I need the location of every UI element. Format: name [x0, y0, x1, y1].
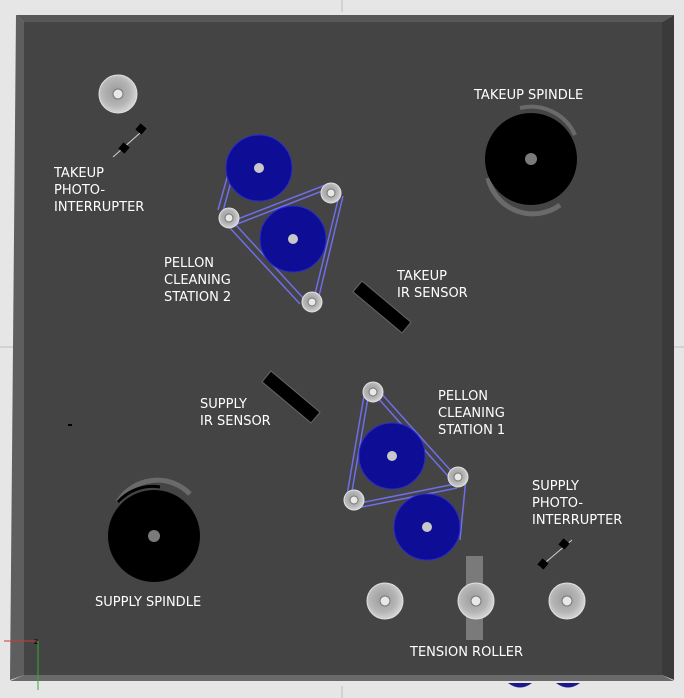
pellon-station-1 — [343, 381, 469, 561]
pellon1-upper-roller[interactable] — [358, 422, 426, 490]
label-takeup-ir-line2: IR SENSOR — [397, 286, 468, 301]
tension-roller[interactable] — [457, 556, 495, 640]
pellon2-lower-roller[interactable] — [259, 205, 327, 273]
pellon2-idler-right[interactable] — [320, 182, 342, 204]
label-supply-ir-line1: SUPPLY — [200, 397, 247, 412]
takeup-photo-idler[interactable] — [98, 74, 138, 114]
label-supply-photo-line3: INTERRUPTER — [532, 513, 622, 528]
axis-indicator: z — [4, 637, 39, 690]
label-supply-photo-line2: PHOTO- — [532, 496, 583, 511]
label-takeup-photo-line2: PHOTO- — [54, 183, 105, 198]
label-pellon1-line2: CLEANING — [438, 406, 505, 421]
label-supply-ir-line2: IR SENSOR — [200, 414, 271, 429]
pellon2-idler-bottom[interactable] — [301, 291, 323, 313]
pellon2-belt — [217, 159, 344, 305]
small-marker — [68, 424, 72, 426]
pellon2-upper-roller[interactable] — [225, 134, 293, 202]
base-plate — [10, 15, 674, 681]
label-supply-photo-line1: SUPPLY — [532, 479, 579, 494]
label-tension-roller: TENSION ROLLER — [409, 645, 523, 660]
below-plate-parts — [508, 683, 580, 688]
label-pellon1-line1: PELLON — [438, 389, 488, 404]
takeup-photo-interrupter — [112, 123, 147, 158]
pellon1-lower-roller[interactable] — [393, 493, 461, 561]
label-takeup-photo-line1: TAKEUP — [53, 166, 104, 181]
pellon1-idler-right[interactable] — [447, 466, 469, 488]
label-supply-spindle: SUPPLY SPINDLE — [95, 595, 201, 610]
label-pellon2-line1: PELLON — [164, 256, 214, 271]
takeup-spindle[interactable] — [485, 104, 577, 217]
label-takeup-spindle: TAKEUP SPINDLE — [473, 88, 583, 103]
label-takeup-photo-line3: INTERRUPTER — [54, 200, 144, 215]
supply-photo-interrupter — [537, 538, 573, 570]
label-pellon2-line3: STATION 2 — [164, 290, 231, 305]
takeup-ir-sensor — [352, 280, 412, 334]
label-takeup-ir-line1: TAKEUP — [396, 269, 447, 284]
pellon1-idler-top[interactable] — [362, 381, 384, 403]
supply-path-idler-left[interactable] — [366, 582, 404, 620]
svg-text:z: z — [34, 637, 38, 646]
pellon2-idler-left[interactable] — [218, 207, 240, 229]
label-pellon2-line2: CLEANING — [164, 273, 231, 288]
label-pellon1-line3: STATION 1 — [438, 423, 505, 438]
pellon1-idler-left[interactable] — [343, 489, 365, 511]
supply-ir-sensor — [261, 370, 321, 424]
pellon-station-2 — [217, 134, 344, 313]
supply-spindle[interactable] — [108, 477, 200, 582]
supply-path-idler-right[interactable] — [548, 582, 586, 620]
